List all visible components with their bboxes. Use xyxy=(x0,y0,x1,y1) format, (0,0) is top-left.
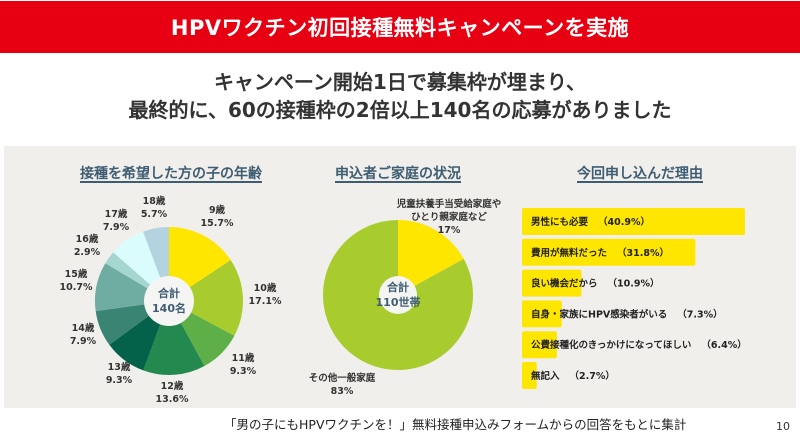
reasons-chart-title: 今回申し込んだ理由 xyxy=(577,166,703,182)
age-pie-slice-value: 15.7% xyxy=(201,218,234,229)
reason-bar xyxy=(522,238,696,266)
age-pie-slice-label: 14歳 xyxy=(72,322,95,334)
reason-bar-label: 良い機会だから （10.9%） xyxy=(531,278,659,290)
page-title: HPVワクチン初回接種無料キャンペーンを実施 xyxy=(170,16,630,40)
age-pie-slice-value: 10.7% xyxy=(60,282,93,293)
reason-bar-value: （10.9%） xyxy=(608,278,660,290)
age-pie-slice-label: 11歳 xyxy=(232,352,255,364)
page-number: 10 xyxy=(776,420,790,433)
household-pie-center-label: 合計 xyxy=(387,280,409,294)
age-pie-slice-label: 15歳 xyxy=(65,268,88,280)
reason-bar-label: 男性にも必要 （40.9%） xyxy=(531,216,650,228)
age-pie-slice-value: 7.9% xyxy=(103,222,130,233)
household-pie-slice-value: 83% xyxy=(331,386,354,397)
reason-bar xyxy=(522,331,557,359)
age-pie-slice-value: 5.7% xyxy=(141,209,168,220)
reason-bar-value: （2.7%） xyxy=(570,370,615,382)
reason-bar-label: 自身・家族にHPV感染者がいる （7.3%） xyxy=(531,308,723,320)
title-bar: HPVワクチン初回接種無料キャンペーンを実施 xyxy=(0,1,800,53)
age-pie-slice-label: 10歳 xyxy=(254,282,277,294)
reason-bar-label: 費用が無料だった （31.8%） xyxy=(531,247,669,259)
age-pie-slice-value: 9.3% xyxy=(230,366,257,377)
age-pie-slice-value: 17.1% xyxy=(249,296,282,307)
reason-bar xyxy=(522,208,745,235)
reasons-bar-chart: 男性にも必要 （40.9%） 費用が無料だった （31.8%） 良い機会だから （10.9… xyxy=(522,208,747,389)
age-pie-slice-label: 17歳 xyxy=(105,208,128,220)
household-chart-title: 申込者ご家庭の状況 xyxy=(335,166,461,182)
household-pie-slice xyxy=(398,220,464,295)
age-pie-slice-label: 18歳 xyxy=(143,195,166,207)
reason-bar-value: （7.3%） xyxy=(677,308,722,320)
age-pie-slice xyxy=(169,260,244,336)
household-pie-slice-label: 児童扶養手当受給家庭や xyxy=(396,198,502,210)
age-pie-center-label: 140名 xyxy=(152,301,186,315)
reason-bar xyxy=(522,362,537,389)
source-note: 「男の子にもHPVワクチンを！」無料接種申込みフォームからの回答をもとに集計 xyxy=(224,417,687,432)
age-pie-slice-label: 12歳 xyxy=(161,380,184,392)
age-pie-slice xyxy=(143,301,205,375)
age-pie-center-label: 合計 xyxy=(158,286,180,300)
headline: キャンペーン開始1日で募集枠が埋まり、 最終的に、60の接種枠の2倍以上140名… xyxy=(0,68,800,124)
household-pie-slice-value: 17% xyxy=(438,225,461,236)
headline-line-1: キャンペーン開始1日で募集枠が埋まり、 xyxy=(213,70,587,94)
age-pie-center-hole xyxy=(144,276,194,326)
reason-bar-label: 無記入 （2.7%） xyxy=(531,370,615,382)
household-pie-slice-label: ひとり親家庭など xyxy=(411,211,487,223)
age-pie-slice-value: 9.3% xyxy=(106,375,133,386)
age-chart-title: 接種を希望した方の子の年齢 xyxy=(80,166,262,182)
reason-bar-value: （31.8%） xyxy=(617,247,669,259)
age-pie-slice-value: 13.6% xyxy=(156,394,189,405)
age-pie-slice-label: 16歳 xyxy=(76,233,99,245)
age-pie-slice-value: 2.9% xyxy=(74,247,101,258)
reason-bar-value: （40.9%） xyxy=(598,216,650,228)
reason-bar xyxy=(522,269,582,297)
household-pie-center-hole xyxy=(379,276,417,314)
age-pie-slice-label: 9歳 xyxy=(209,204,226,216)
age-pie-slice-value: 7.9% xyxy=(70,336,97,347)
age-pie-slice-label: 13歳 xyxy=(108,361,131,373)
headline-line-2: 最終的に、60の接種枠の2倍以上140名の応募がありました xyxy=(128,98,672,122)
household-pie-slice-label: その他一般家庭 xyxy=(309,372,376,384)
household-pie-center-label: 110世帯 xyxy=(376,295,421,309)
reason-bar xyxy=(522,300,562,328)
reason-bar-label: 公費接種化のきっかけになってほしい （6.4%） xyxy=(531,339,747,351)
reason-bar-value: （6.4%） xyxy=(701,339,746,351)
